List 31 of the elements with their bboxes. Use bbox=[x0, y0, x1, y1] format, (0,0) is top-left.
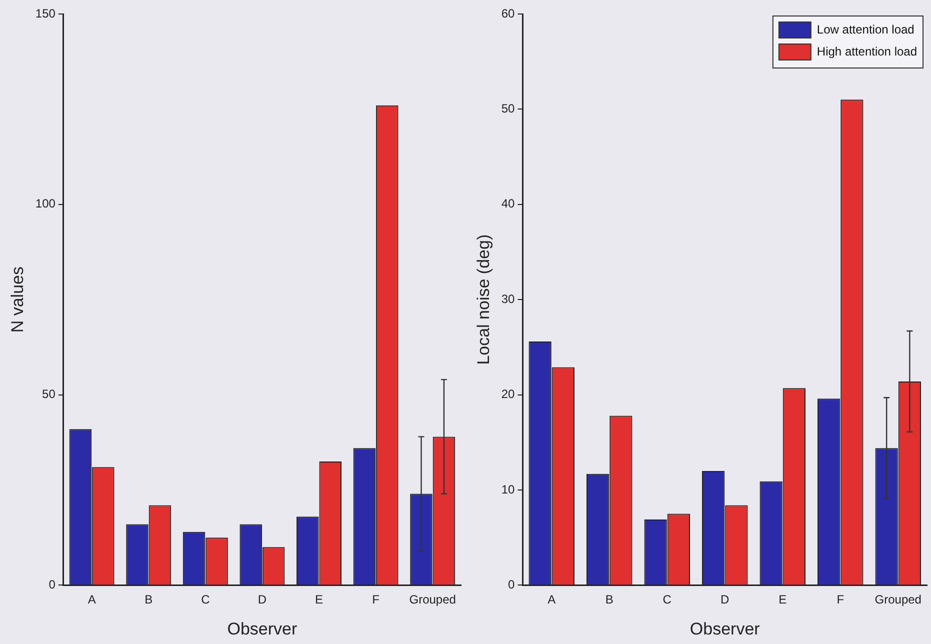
x-axis-title: Observer bbox=[690, 619, 760, 638]
y-tick-label: 0 bbox=[508, 578, 516, 592]
y-tick-label: 150 bbox=[35, 6, 56, 20]
y-tick-label: 10 bbox=[501, 482, 516, 496]
x-axis-title: Observer bbox=[227, 619, 298, 638]
x-tick-label: E bbox=[778, 592, 787, 607]
y-tick-label: 30 bbox=[501, 292, 516, 306]
x-tick-label: D bbox=[720, 592, 730, 607]
y-axis-title: N values bbox=[8, 266, 27, 333]
y-tick-label: 0 bbox=[48, 578, 56, 592]
x-tick-label: C bbox=[201, 592, 210, 607]
y-axis-title: Local noise (deg) bbox=[474, 234, 493, 365]
y-tick-label: 60 bbox=[501, 6, 516, 20]
x-tick-label: A bbox=[548, 592, 556, 607]
x-tick-label: Grouped bbox=[874, 592, 922, 607]
y-tick-label: 50 bbox=[42, 387, 56, 402]
x-tick-label: A bbox=[88, 592, 96, 607]
x-tick-label: E bbox=[315, 592, 324, 607]
x-tick-label: F bbox=[372, 592, 380, 607]
y-tick-label: 20 bbox=[501, 387, 516, 402]
x-tick-label: F bbox=[836, 592, 844, 607]
y-tick-label: 50 bbox=[501, 102, 516, 116]
x-tick-label: B bbox=[605, 592, 614, 607]
y-tick-label: 100 bbox=[35, 196, 56, 211]
y-tick-label: 40 bbox=[501, 196, 516, 211]
x-tick-label: Grouped bbox=[409, 592, 456, 607]
x-tick-label: B bbox=[144, 592, 153, 607]
x-tick-label: C bbox=[662, 592, 672, 607]
legend-label: High attention load bbox=[816, 44, 918, 58]
legend-label: Low attention load bbox=[816, 22, 914, 36]
x-tick-label: D bbox=[258, 592, 267, 607]
